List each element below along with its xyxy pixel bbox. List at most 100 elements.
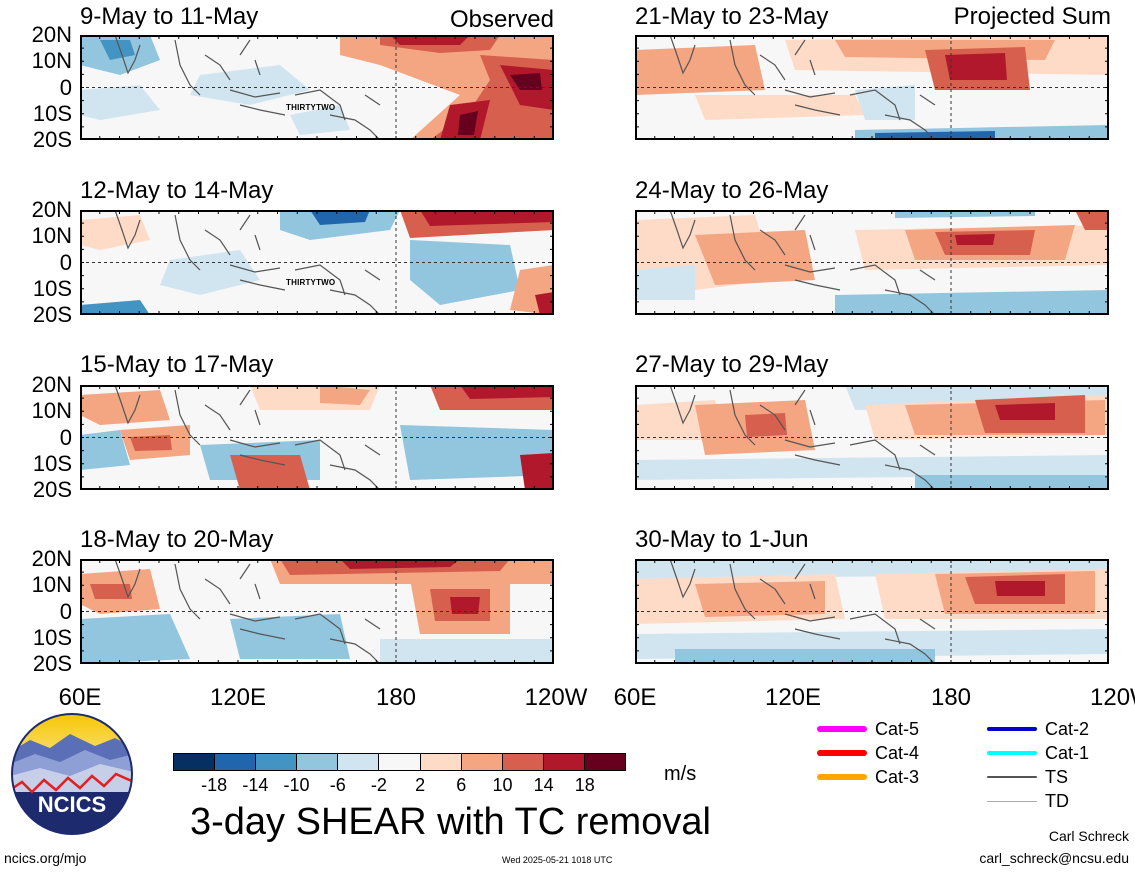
colorbar-tick-label: -10 — [283, 775, 310, 795]
coastline-east — [329, 444, 381, 490]
map-border — [635, 385, 1109, 490]
coastline — [669, 210, 901, 296]
lon-label-120w-right: 120W — [1090, 686, 1135, 710]
coastline — [669, 559, 901, 645]
map-frame-3 — [80, 385, 554, 490]
legend-label: TD — [1045, 791, 1069, 811]
lon-label-60e-right: 60E — [613, 684, 657, 711]
colorbar-swatch — [502, 754, 544, 770]
lat-label-0: 0 — [59, 74, 72, 100]
coastline — [114, 35, 346, 121]
colorbar-swatch — [297, 754, 339, 770]
lat-label-10s: 10S — [32, 624, 72, 650]
legend-swatch — [817, 726, 867, 732]
map-frame-6 — [635, 210, 1109, 315]
lat-label-20n: 20N — [31, 197, 72, 222]
map-frame-5 — [635, 35, 1109, 140]
map-border — [635, 35, 1109, 140]
map-frame-7 — [635, 385, 1109, 490]
map-border — [635, 210, 1109, 315]
lat-label-20s: 20S — [32, 651, 72, 676]
coastline — [114, 559, 346, 645]
colorbar-swatch — [543, 754, 585, 770]
panel-title-8: 30-May to 1-Jun — [635, 526, 809, 553]
colorbar-swatch — [379, 754, 421, 770]
map-frame-2 — [80, 210, 554, 315]
coastline — [114, 210, 346, 296]
panel-label-observed: Observed — [449, 6, 554, 33]
lat-label-0: 0 — [59, 249, 72, 275]
logo-text: NCICS — [38, 792, 106, 817]
colorbar-tick-label: 10 — [492, 775, 513, 795]
colorbar-tick-label: -2 — [370, 775, 387, 795]
map-frame-1 — [80, 35, 554, 140]
panel-title-2: 12-May to 14-May — [80, 177, 274, 204]
coastline — [114, 385, 346, 471]
lon-label-120w-left: 120W — [524, 684, 588, 711]
colorbar-tick-label: 2 — [415, 775, 426, 795]
author-email: carl_schreck@ncsu.edu — [979, 850, 1129, 866]
tc-label-2: THIRTYTWO — [286, 278, 336, 287]
page-title: 3-day SHEAR with TC removal — [190, 801, 711, 843]
colorbar-tick-label: -14 — [242, 775, 269, 795]
map-border — [80, 35, 554, 140]
lat-label-20n: 20N — [31, 372, 72, 397]
lat-label-20n: 20N — [31, 22, 72, 47]
coastline-east — [329, 94, 381, 140]
colorbar-tick-label: -6 — [329, 775, 346, 795]
lat-label-10n: 10N — [31, 223, 72, 249]
lon-label-120e-left: 120E — [209, 684, 267, 711]
colorbar-swatch — [420, 754, 462, 770]
colorbar-tick-label: -18 — [201, 775, 228, 795]
lon-label-180-left: 180 — [375, 684, 417, 711]
colorbar-tick-label: 14 — [533, 775, 554, 795]
legend-label: TS — [1045, 767, 1069, 787]
panel-title-7: 27-May to 29-May — [635, 351, 829, 378]
legend-swatch — [817, 750, 867, 756]
panel-title-5: 21-May to 23-May — [635, 3, 829, 30]
lat-label-10s: 10S — [32, 100, 72, 126]
source-url: ncics.org/mjo — [4, 850, 87, 866]
ncics-logo: NCICS — [11, 713, 133, 835]
lat-label-10n: 10N — [31, 572, 72, 598]
timestamp: Wed 2025-05-21 1018 UTC — [502, 855, 613, 865]
lat-label-20s: 20S — [32, 127, 72, 152]
legend-swatch — [987, 751, 1037, 755]
coastline-east — [884, 94, 936, 140]
colorbar-tick-label: 18 — [574, 775, 595, 795]
colorbar-swatch — [174, 754, 216, 770]
panel-label-projected: Projected Sum — [953, 3, 1111, 30]
legend-label: Cat-3 — [875, 767, 920, 787]
colorbar-tick-label: 6 — [456, 775, 467, 795]
map-border — [80, 559, 554, 664]
lat-label-10n: 10N — [31, 48, 72, 74]
lat-label-0: 0 — [59, 424, 72, 450]
lat-label-20s: 20S — [32, 302, 72, 327]
shear-map-5 — [635, 35, 1109, 140]
legend-label: Cat-4 — [875, 743, 920, 763]
author-name: Carl Schreck — [1048, 828, 1129, 844]
tc-label-1: THIRTYTWO — [286, 103, 336, 112]
colorbar-swatch — [215, 754, 257, 770]
colorbar-swatch — [338, 754, 380, 770]
map-border — [635, 559, 1109, 664]
lat-label-20s: 20S — [32, 477, 72, 502]
coastline-east — [329, 618, 381, 664]
lat-label-20n: 20N — [31, 546, 72, 571]
legend-label: Cat-2 — [1045, 719, 1090, 739]
legend-swatch — [987, 776, 1037, 778]
lat-label-10n: 10N — [31, 398, 72, 424]
lat-label-10s: 10S — [32, 275, 72, 301]
panel-title-1: 9-May to 11-May — [80, 3, 259, 30]
map-frame-4 — [80, 559, 554, 664]
coastline-east — [884, 444, 936, 490]
colorbar — [173, 753, 626, 771]
shear-map-8 — [635, 559, 1109, 664]
colorbar-swatch — [461, 754, 503, 770]
panel-title-4: 18-May to 20-May — [80, 526, 274, 553]
coastline — [669, 35, 901, 121]
coastline — [669, 385, 901, 471]
lat-label-0: 0 — [59, 598, 72, 624]
map-border — [80, 385, 554, 490]
panel-title-6: 24-May to 26-May — [635, 177, 829, 204]
